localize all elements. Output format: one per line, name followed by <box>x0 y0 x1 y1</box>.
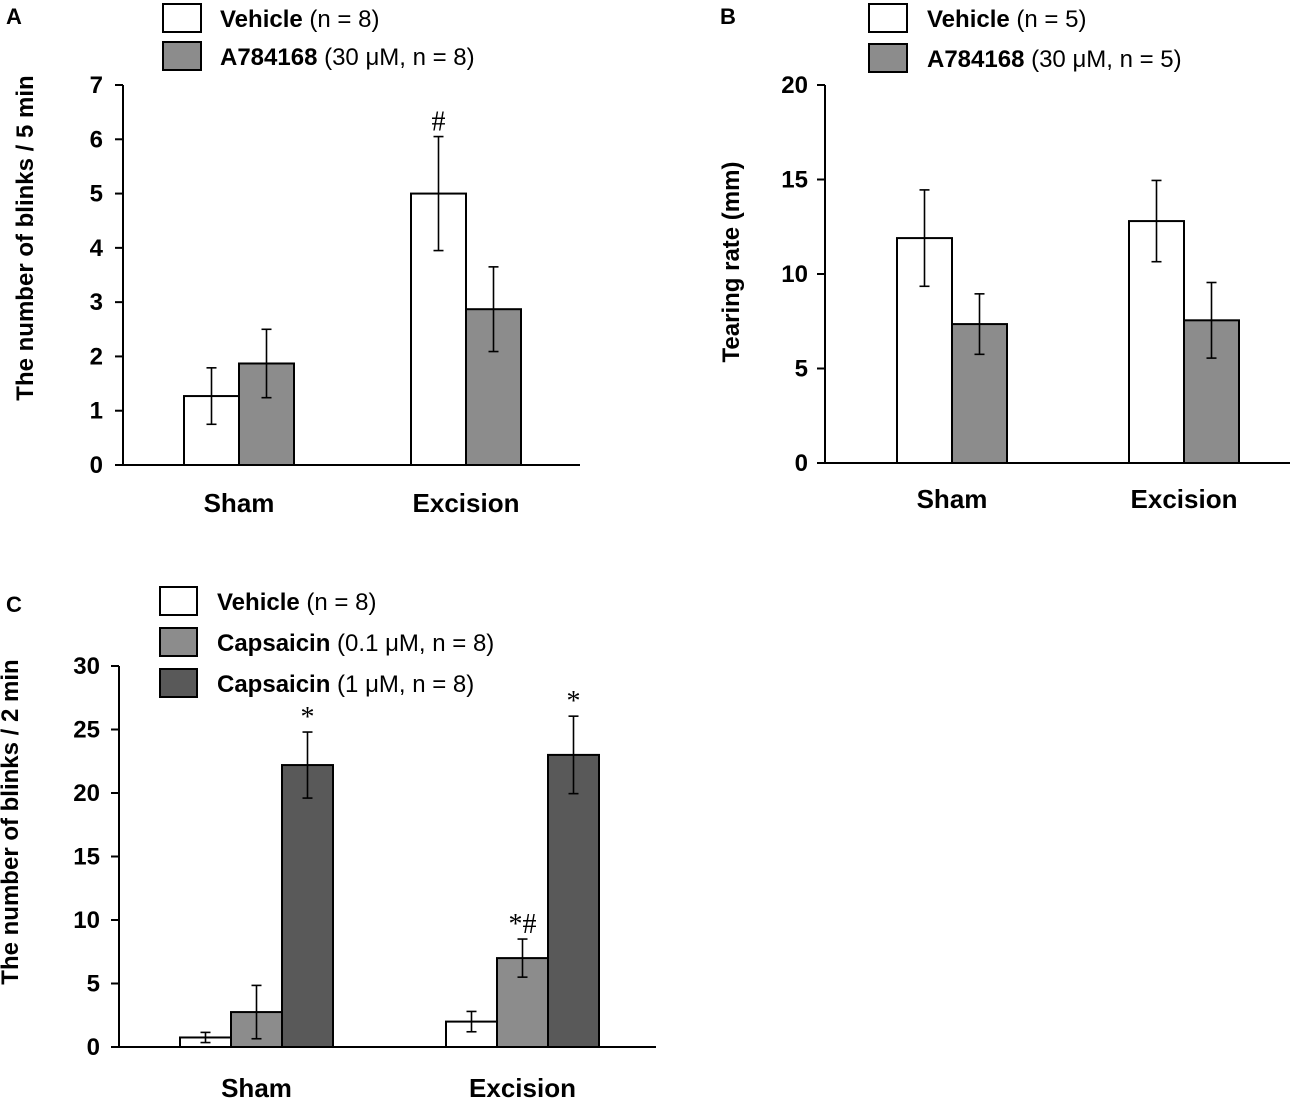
legend-swatch <box>162 41 202 71</box>
legend-series-detail: (n = 8) <box>300 589 377 616</box>
legend-entry: Vehicle (n = 8) <box>217 589 376 616</box>
y-tick-label: 10 <box>781 261 808 288</box>
chart-panel-b: B Tearing rate (mm) 0 5 10 15 20 Sham Excision Ve… <box>718 3 1290 514</box>
legend-series-detail: (0.1 μM, n = 8) <box>330 630 494 657</box>
panel-letter: C <box>6 592 22 617</box>
category-label-excision: Excision <box>1131 484 1238 514</box>
bar-2-sham <box>238 362 295 466</box>
category-label-sham: Sham <box>917 484 988 514</box>
legend-series-name: Vehicle <box>927 6 1010 33</box>
significance-marker: # <box>432 107 446 138</box>
bar-3-excision <box>547 753 600 1049</box>
legend-swatch <box>159 586 198 616</box>
y-tick-label: 5 <box>90 181 103 208</box>
legend-entry: Vehicle (n = 5) <box>927 6 1086 33</box>
y-tick-label: 5 <box>87 971 100 998</box>
legend-swatch <box>868 43 908 73</box>
category-label-sham: Sham <box>204 488 275 518</box>
legend-series-name: A784168 <box>220 44 317 71</box>
legend-entry: Capsaicin (1 μM, n = 8) <box>217 671 474 698</box>
category-label-excision: Excision <box>469 1073 576 1098</box>
y-tick-label: 1 <box>90 398 103 425</box>
legend-series-detail: (30 μM, n = 5) <box>1024 46 1181 73</box>
legend-series-name: Capsaicin <box>217 630 330 657</box>
y-tick-label: 0 <box>90 452 103 479</box>
chart-panel-c: C The number of blinks / 2 min 0 5 10 15 20 25 3… <box>0 586 656 1098</box>
legend-swatch <box>159 627 198 657</box>
y-axis-title: The number of blinks / 5 min <box>12 75 39 400</box>
y-tick-label: 20 <box>781 72 808 99</box>
y-tick-label: 15 <box>781 167 808 194</box>
legend-swatch <box>868 3 908 33</box>
y-tick-label: 4 <box>90 235 104 262</box>
significance-marker: * <box>301 702 315 733</box>
legend-entry: A784168 (30 μM, n = 5) <box>927 46 1182 73</box>
legend-series-detail: (1 μM, n = 8) <box>330 671 474 698</box>
y-tick-label: 6 <box>90 126 103 153</box>
legend-series-name: A784168 <box>927 46 1024 73</box>
y-tick-label: 7 <box>90 72 103 99</box>
bar-3-sham <box>281 764 334 1048</box>
y-tick-label: 0 <box>795 450 808 477</box>
legend-series-detail: (30 μM, n = 8) <box>317 44 474 71</box>
y-tick-label: 30 <box>73 653 100 680</box>
y-tick-label: 2 <box>90 343 103 370</box>
legend-entry: Vehicle (n = 8) <box>220 6 379 33</box>
legend-series-detail: (n = 8) <box>303 6 380 33</box>
category-label-excision: Excision <box>413 488 520 518</box>
y-tick-label: 20 <box>73 780 100 807</box>
legend-series-name: Vehicle <box>217 589 300 616</box>
chart-panel-a: A The number of blinks / 5 min 0 1 2 3 4 5 6 7 Sha… <box>6 3 580 518</box>
legend-series-name: Capsaicin <box>217 671 330 698</box>
legend-swatch <box>162 3 202 33</box>
panel-letter: B <box>720 4 736 29</box>
legend-series-name: Vehicle <box>220 6 303 33</box>
bar-1-excision <box>410 192 467 466</box>
panel-letter: A <box>6 4 22 29</box>
y-tick-label: 3 <box>90 289 103 316</box>
category-label-sham: Sham <box>221 1073 292 1098</box>
legend-swatch <box>159 668 198 698</box>
legend-entry: Capsaicin (0.1 μM, n = 8) <box>217 630 494 657</box>
significance-marker: *# <box>509 909 537 940</box>
y-tick-label: 5 <box>795 356 808 383</box>
y-tick-label: 15 <box>73 844 100 871</box>
y-tick-label: 0 <box>87 1034 100 1061</box>
y-tick-label: 25 <box>73 717 100 744</box>
y-axis-title: The number of blinks / 2 min <box>0 659 24 984</box>
legend-series-detail: (n = 5) <box>1010 6 1087 33</box>
y-tick-label: 10 <box>73 907 100 934</box>
legend-entry: A784168 (30 μM, n = 8) <box>220 44 475 71</box>
significance-marker: * <box>567 686 581 717</box>
y-axis-title: Tearing rate (mm) <box>718 162 745 363</box>
